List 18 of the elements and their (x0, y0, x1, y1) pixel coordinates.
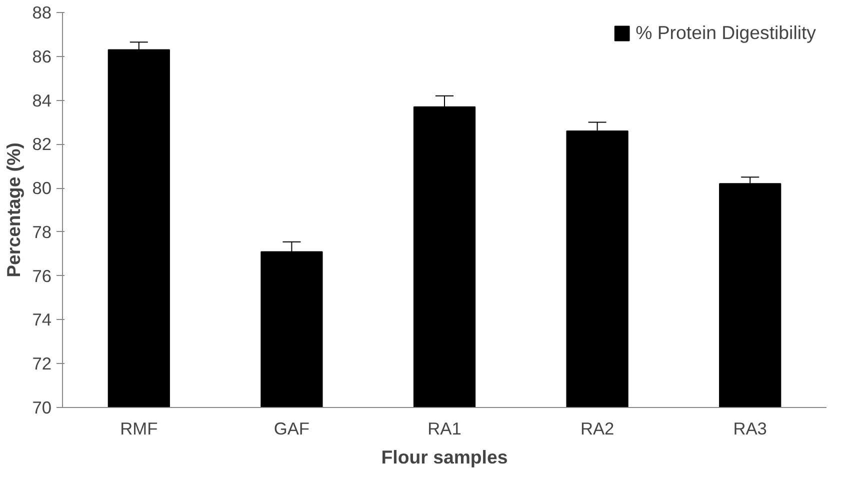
x-tick-label: RA1 (428, 418, 462, 438)
y-tick-label: 78 (32, 222, 52, 242)
x-tick-label: GAF (274, 418, 310, 438)
x-tick-label: RA3 (733, 418, 767, 438)
y-tick-label: 72 (32, 354, 52, 374)
y-tick-label: 82 (32, 134, 52, 154)
x-axis-title: Flour samples (381, 446, 508, 468)
y-tick-label: 84 (32, 90, 52, 110)
y-tick-label: 80 (32, 178, 52, 198)
y-axis-title: Percentage (%) (3, 142, 24, 278)
legend-label: % Protein Digestibility (636, 22, 816, 44)
y-tick-label: 70 (32, 398, 52, 418)
y-tick-label: 76 (32, 266, 52, 286)
x-tick-label: RMF (120, 418, 158, 438)
y-tick-label: 88 (32, 2, 52, 22)
y-tick-label: 74 (32, 310, 52, 330)
y-tick-label: 86 (32, 46, 52, 66)
x-tick-label: RA2 (580, 418, 614, 438)
